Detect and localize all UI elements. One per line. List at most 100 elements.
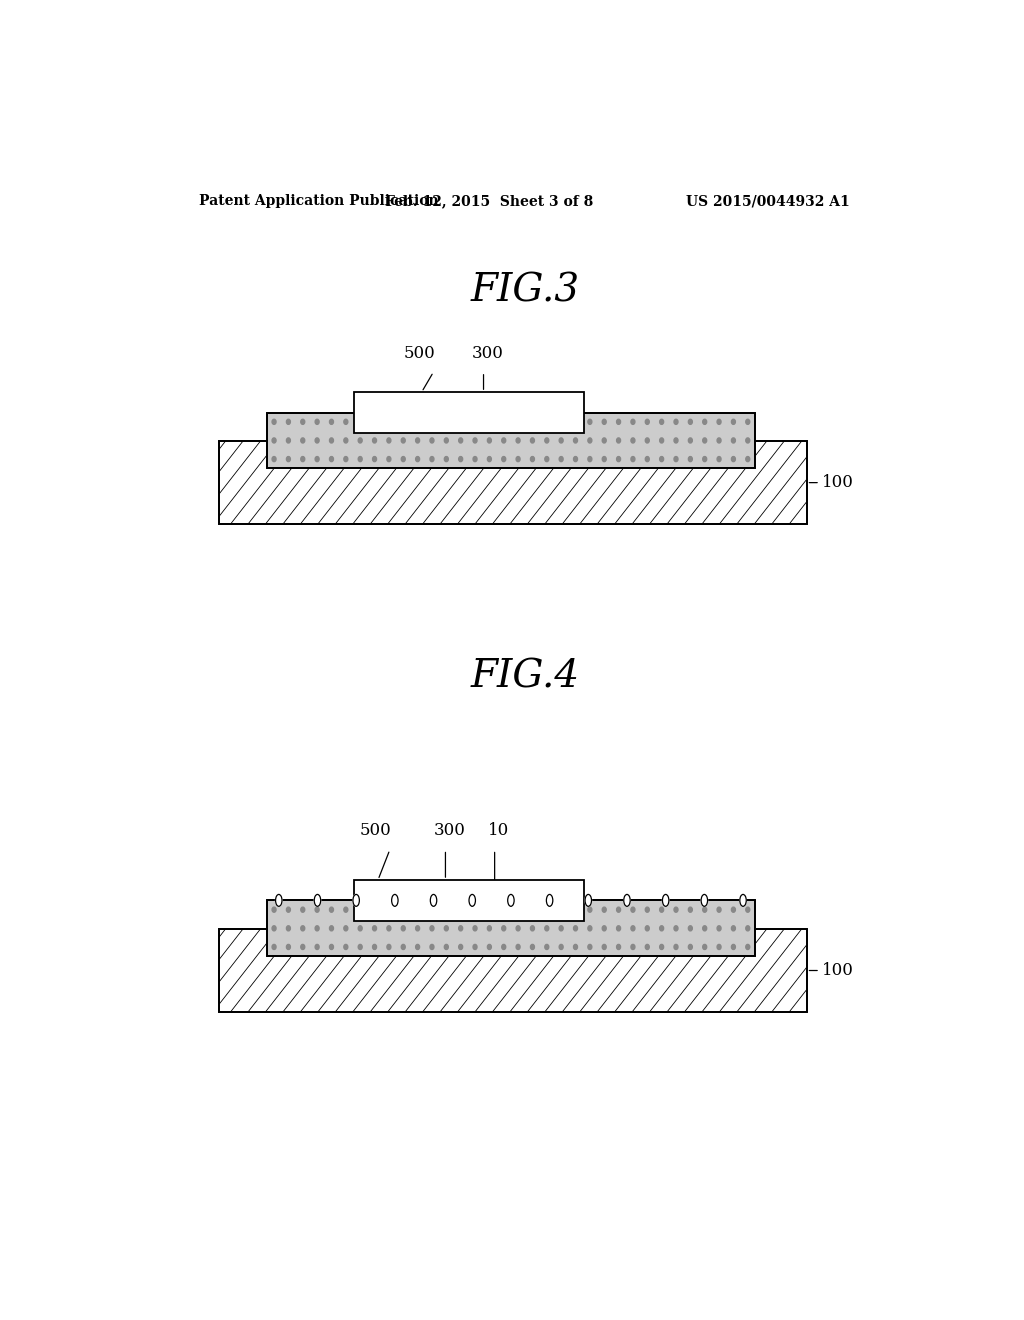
Circle shape [588, 420, 592, 424]
Text: 100: 100 [822, 474, 854, 491]
Circle shape [516, 457, 520, 462]
Circle shape [373, 907, 377, 912]
Circle shape [473, 944, 477, 949]
Circle shape [301, 907, 305, 912]
Circle shape [530, 944, 535, 949]
Circle shape [530, 420, 535, 424]
Circle shape [602, 420, 606, 424]
Circle shape [401, 944, 406, 949]
Circle shape [502, 925, 506, 931]
Circle shape [502, 907, 506, 912]
Circle shape [444, 907, 449, 912]
Circle shape [287, 925, 291, 931]
Circle shape [272, 420, 276, 424]
Circle shape [444, 944, 449, 949]
Circle shape [401, 420, 406, 424]
Circle shape [344, 925, 348, 931]
Text: Patent Application Publication: Patent Application Publication [200, 194, 439, 209]
Circle shape [330, 420, 334, 424]
Bar [219, 441, 807, 524]
Circle shape [659, 907, 664, 912]
Circle shape [631, 457, 635, 462]
Circle shape [645, 925, 649, 931]
Circle shape [430, 420, 434, 424]
Circle shape [702, 457, 707, 462]
Ellipse shape [739, 895, 746, 907]
Ellipse shape [547, 895, 553, 907]
Ellipse shape [547, 895, 553, 907]
Bar [267, 412, 755, 469]
Text: 300: 300 [433, 822, 465, 840]
Ellipse shape [353, 895, 359, 907]
Circle shape [430, 457, 434, 462]
Circle shape [416, 438, 420, 444]
Circle shape [631, 925, 635, 931]
Circle shape [573, 420, 578, 424]
Circle shape [573, 944, 578, 949]
Circle shape [659, 457, 664, 462]
Circle shape [588, 907, 592, 912]
Circle shape [631, 438, 635, 444]
Ellipse shape [314, 895, 321, 907]
Circle shape [401, 457, 406, 462]
Circle shape [344, 420, 348, 424]
Circle shape [731, 925, 735, 931]
Circle shape [430, 907, 434, 912]
Circle shape [745, 420, 750, 424]
Circle shape [674, 457, 678, 462]
Circle shape [487, 907, 492, 912]
Circle shape [330, 438, 334, 444]
Circle shape [502, 420, 506, 424]
Circle shape [430, 944, 434, 949]
Ellipse shape [508, 895, 514, 907]
Circle shape [344, 438, 348, 444]
Circle shape [473, 438, 477, 444]
Circle shape [717, 944, 721, 949]
Circle shape [487, 420, 492, 424]
Text: 10: 10 [488, 822, 509, 840]
Circle shape [315, 944, 319, 949]
Circle shape [573, 457, 578, 462]
Circle shape [702, 438, 707, 444]
Circle shape [330, 907, 334, 912]
Ellipse shape [739, 895, 746, 907]
Bar [354, 392, 585, 433]
Circle shape [416, 457, 420, 462]
Ellipse shape [391, 895, 398, 907]
Circle shape [401, 907, 406, 912]
Circle shape [631, 907, 635, 912]
Circle shape [602, 907, 606, 912]
Circle shape [272, 438, 276, 444]
Circle shape [731, 438, 735, 444]
Circle shape [530, 438, 535, 444]
Ellipse shape [585, 895, 592, 907]
Circle shape [301, 457, 305, 462]
Circle shape [344, 907, 348, 912]
Text: FIG.4: FIG.4 [470, 659, 580, 696]
Circle shape [487, 438, 492, 444]
Circle shape [444, 438, 449, 444]
Ellipse shape [275, 895, 282, 907]
Bar [267, 900, 755, 956]
Circle shape [387, 457, 391, 462]
Circle shape [373, 420, 377, 424]
Circle shape [459, 457, 463, 462]
Bar [267, 412, 755, 469]
Circle shape [645, 420, 649, 424]
Circle shape [459, 907, 463, 912]
Circle shape [315, 907, 319, 912]
Circle shape [745, 944, 750, 949]
Circle shape [745, 907, 750, 912]
Circle shape [387, 925, 391, 931]
Circle shape [516, 925, 520, 931]
Ellipse shape [430, 895, 437, 907]
Circle shape [373, 944, 377, 949]
Circle shape [602, 944, 606, 949]
Circle shape [731, 907, 735, 912]
Text: Feb. 12, 2015  Sheet 3 of 8: Feb. 12, 2015 Sheet 3 of 8 [385, 194, 593, 209]
Circle shape [459, 944, 463, 949]
Circle shape [559, 457, 563, 462]
Circle shape [387, 420, 391, 424]
Circle shape [645, 944, 649, 949]
Circle shape [516, 907, 520, 912]
